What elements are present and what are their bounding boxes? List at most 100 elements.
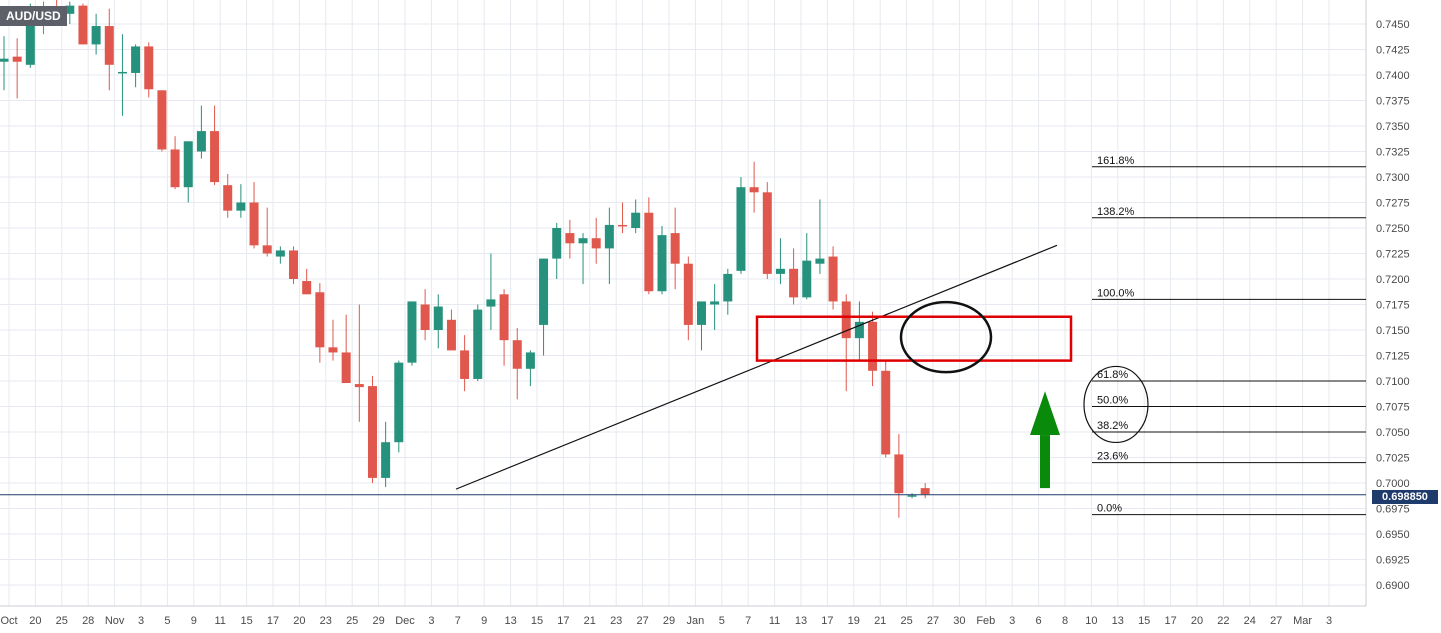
date-tick-label: 20 <box>293 615 305 627</box>
candle-bearish <box>354 384 364 388</box>
candle-bullish <box>525 352 535 369</box>
date-tick-label: Oct <box>0 615 17 627</box>
candle-bearish <box>828 256 838 302</box>
candle-bullish <box>25 8 35 65</box>
fibonacci-levels: 161.8% 138.2% 100.0% 61.8% 50.0% 38.2% 23.6% 0.… <box>1092 155 1366 516</box>
candle-bearish <box>302 281 312 295</box>
candle-bearish <box>446 319 456 351</box>
candle-bearish <box>868 321 878 371</box>
candle-bearish <box>104 26 114 65</box>
date-tick-label: 17 <box>821 615 833 627</box>
date-tick-label: 7 <box>745 615 751 627</box>
date-tick-label: 25 <box>346 615 358 627</box>
date-tick-label: 21 <box>584 615 596 627</box>
price-tick-label: 0.6950 <box>1376 529 1410 541</box>
candle-bearish <box>420 304 430 330</box>
date-tick-label: 17 <box>557 615 569 627</box>
date-tick-label: 20 <box>1191 615 1203 627</box>
candle-bearish <box>78 5 88 45</box>
candle-bearish <box>289 250 299 279</box>
price-tick-label: 0.7050 <box>1376 427 1410 439</box>
fib-level-label: 38.2% <box>1097 420 1128 432</box>
candle-bearish <box>762 192 772 274</box>
date-tick-label: 27 <box>636 615 648 627</box>
candle-bearish <box>12 56 22 62</box>
candle-bullish <box>657 235 667 292</box>
candle-bearish <box>841 301 851 339</box>
date-tick-label: 13 <box>795 615 807 627</box>
date-tick-label: 27 <box>1270 615 1282 627</box>
trendline <box>455 244 1058 490</box>
candle-bearish <box>341 352 351 384</box>
candle-bullish <box>91 26 101 45</box>
price-tick-label: 0.6900 <box>1376 580 1410 592</box>
grid <box>0 0 1366 606</box>
date-tick-label: 6 <box>1036 615 1042 627</box>
fib-level-label: 100.0% <box>1097 287 1135 299</box>
candle-bullish <box>802 260 812 298</box>
fib-level-label: 23.6% <box>1097 451 1128 463</box>
time-axis[interactable]: Oct 20 25 28 Nov 3 5 9 11 15 17 20 23 25 29 Dec 3 7 9 13 15 1… <box>0 615 1332 627</box>
price-tick-label: 0.7025 <box>1376 453 1410 465</box>
fib-level-label: 138.2% <box>1097 206 1135 218</box>
candle-bearish <box>749 187 759 193</box>
candle-bearish <box>367 386 377 478</box>
date-tick-label: 9 <box>191 615 197 627</box>
candle-bullish <box>710 301 720 305</box>
date-tick-label: 8 <box>1062 615 1068 627</box>
fib-level-label: 0.0% <box>1097 503 1122 515</box>
candle-bearish <box>683 263 693 325</box>
price-tick-label: 0.7150 <box>1376 325 1410 337</box>
date-tick-label: 10 <box>1085 615 1097 627</box>
candle-bullish <box>236 202 246 211</box>
date-tick-label: 25 <box>900 615 912 627</box>
date-tick-label: 25 <box>56 615 68 627</box>
candle-bullish <box>131 46 141 73</box>
price-tick-label: 0.7400 <box>1376 70 1410 82</box>
candle-bearish <box>512 340 522 369</box>
price-tick-label: 0.7075 <box>1376 402 1410 414</box>
price-tick-label: 0.7325 <box>1376 147 1410 159</box>
date-tick-label: Feb <box>976 615 995 627</box>
annotations <box>455 244 1149 490</box>
fib-level-label: 61.8% <box>1097 369 1128 381</box>
date-tick-label: 29 <box>372 615 384 627</box>
date-tick-label: 27 <box>927 615 939 627</box>
candle-bearish <box>170 149 180 188</box>
candle-bearish <box>618 224 628 227</box>
candle-bullish <box>433 306 443 330</box>
date-tick-label: 13 <box>1112 615 1124 627</box>
candle-bearish <box>249 202 259 246</box>
date-tick-label: Jan <box>687 615 705 627</box>
candle-bullish <box>539 258 549 325</box>
date-tick-label: Dec <box>395 615 415 627</box>
price-tick-label: 0.7375 <box>1376 96 1410 108</box>
price-tick-label: 0.7125 <box>1376 351 1410 363</box>
candle-bearish <box>460 350 470 379</box>
date-tick-label: 3 <box>1009 615 1015 627</box>
price-tick-label: 0.7250 <box>1376 223 1410 235</box>
fib-level-label: 50.0% <box>1097 395 1128 407</box>
fib-level-label: 161.8% <box>1097 155 1135 167</box>
date-tick-label: Mar <box>1293 615 1312 627</box>
date-tick-label: 22 <box>1217 615 1229 627</box>
candle-bearish <box>789 268 799 298</box>
candle-bullish <box>907 495 917 497</box>
candle-bullish <box>407 301 417 363</box>
current-price-badge: 0.698850 <box>1372 490 1438 504</box>
date-tick-label: 3 <box>138 615 144 627</box>
price-tick-label: 0.7175 <box>1376 300 1410 312</box>
date-tick-label: 11 <box>769 615 780 627</box>
price-axis[interactable]: 0.7450 0.7425 0.7400 0.7375 0.7350 0.7325 0.73… <box>1376 19 1410 592</box>
candle-bearish <box>591 238 601 249</box>
candle-bearish <box>262 245 272 254</box>
date-tick-label: 30 <box>953 615 965 627</box>
date-tick-label: 3 <box>428 615 434 627</box>
date-tick-label: 9 <box>481 615 487 627</box>
symbol-label: AUD/USD <box>0 6 67 26</box>
date-tick-label: 5 <box>719 615 725 627</box>
candle-bullish <box>394 362 404 443</box>
price-tick-label: 0.7450 <box>1376 19 1410 31</box>
candle-bullish <box>486 299 496 307</box>
